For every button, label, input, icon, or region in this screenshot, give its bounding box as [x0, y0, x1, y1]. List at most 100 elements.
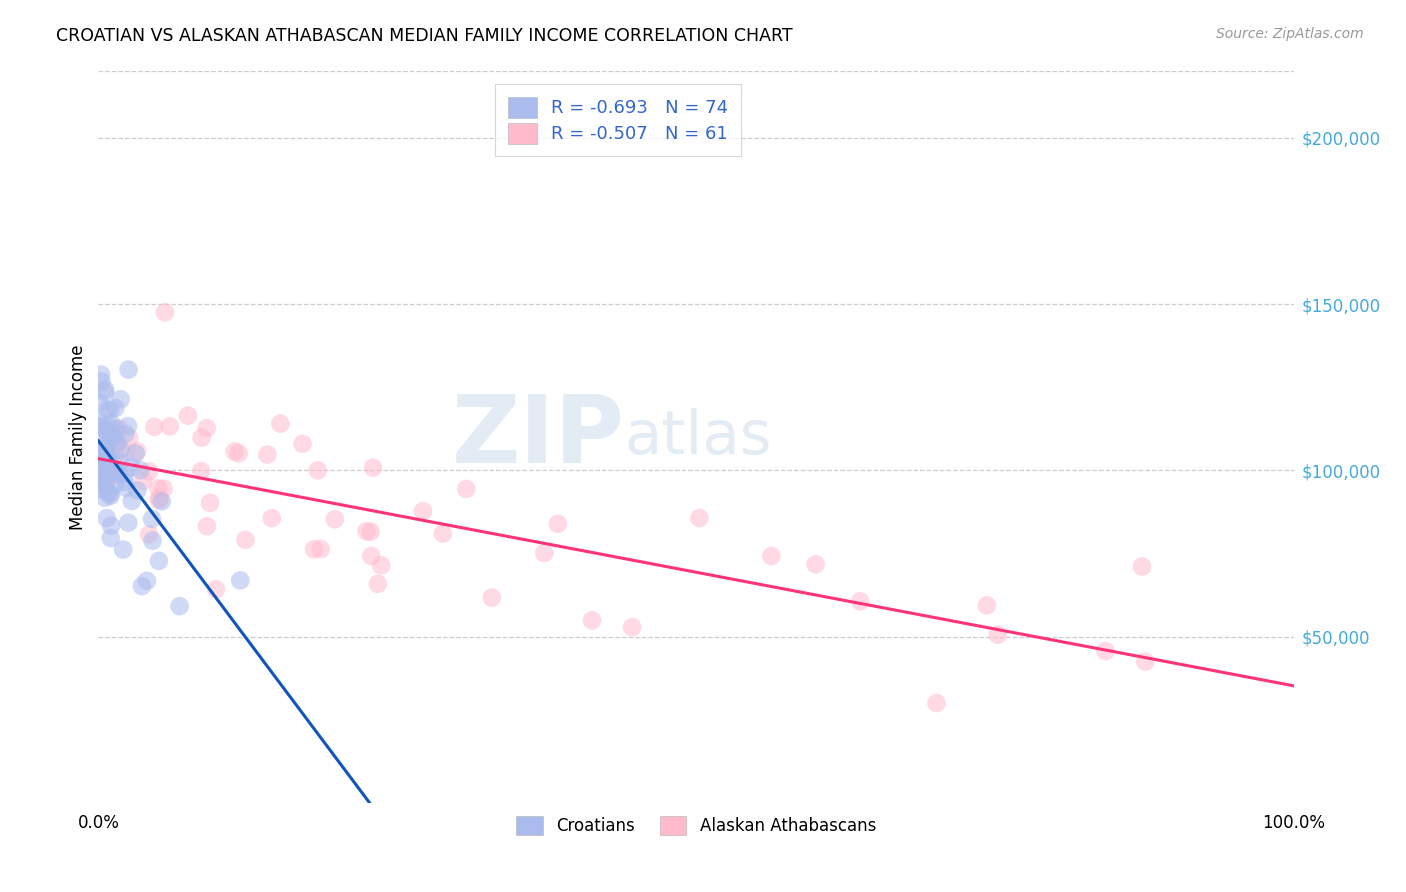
Point — [138, 527, 160, 541]
Point — [198, 496, 221, 510]
Point — [307, 463, 329, 477]
Point — [190, 464, 212, 478]
Point — [367, 577, 389, 591]
Point — [97, 420, 120, 434]
Point — [101, 455, 124, 469]
Point — [96, 511, 118, 525]
Point — [269, 417, 291, 431]
Point — [100, 487, 122, 501]
Point — [89, 475, 111, 490]
Point — [90, 368, 112, 382]
Point — [228, 446, 250, 460]
Point — [177, 409, 200, 423]
Text: atlas: atlas — [624, 408, 772, 467]
Point — [117, 516, 139, 530]
Point — [97, 449, 120, 463]
Point — [229, 574, 252, 588]
Point — [96, 439, 118, 453]
Y-axis label: Median Family Income: Median Family Income — [69, 344, 87, 530]
Point — [159, 419, 181, 434]
Point — [103, 431, 125, 445]
Point — [118, 431, 141, 445]
Point — [581, 614, 603, 628]
Point — [115, 481, 138, 495]
Point — [370, 558, 392, 573]
Point — [94, 467, 117, 481]
Point — [107, 435, 129, 450]
Point — [94, 383, 117, 397]
Point — [1130, 559, 1153, 574]
Point — [94, 491, 117, 505]
Point — [141, 512, 163, 526]
Point — [432, 526, 454, 541]
Point — [148, 554, 170, 568]
Point — [138, 464, 160, 478]
Point — [129, 463, 152, 477]
Point — [987, 628, 1010, 642]
Point — [224, 444, 246, 458]
Point — [148, 491, 170, 505]
Point — [547, 516, 569, 531]
Point — [100, 531, 122, 545]
Point — [114, 426, 136, 441]
Point — [90, 483, 112, 497]
Point — [1135, 655, 1157, 669]
Point — [104, 477, 127, 491]
Point — [89, 447, 111, 461]
Point — [412, 504, 434, 518]
Point — [143, 420, 166, 434]
Point — [104, 422, 127, 436]
Point — [360, 549, 382, 563]
Point — [150, 494, 173, 508]
Point — [100, 417, 122, 431]
Point — [98, 489, 121, 503]
Point — [89, 419, 111, 434]
Point — [195, 421, 218, 435]
Point — [256, 448, 278, 462]
Point — [131, 579, 153, 593]
Point — [205, 582, 228, 597]
Point — [976, 599, 998, 613]
Point — [93, 475, 115, 489]
Point — [89, 467, 111, 481]
Text: ZIP: ZIP — [451, 391, 624, 483]
Point — [291, 437, 314, 451]
Point — [260, 511, 283, 525]
Point — [153, 305, 176, 319]
Point — [110, 455, 132, 469]
Point — [90, 461, 112, 475]
Point — [96, 436, 118, 450]
Point — [89, 396, 111, 410]
Point — [112, 542, 135, 557]
Point — [148, 493, 170, 508]
Point — [141, 533, 163, 548]
Text: Source: ZipAtlas.com: Source: ZipAtlas.com — [1216, 27, 1364, 41]
Point — [93, 449, 115, 463]
Point — [195, 519, 218, 533]
Point — [96, 451, 118, 466]
Point — [621, 620, 644, 634]
Point — [481, 591, 503, 605]
Point — [361, 460, 384, 475]
Point — [132, 474, 155, 488]
Point — [925, 696, 948, 710]
Point — [152, 482, 174, 496]
Point — [117, 362, 139, 376]
Point — [90, 475, 112, 489]
Text: CROATIAN VS ALASKAN ATHABASCAN MEDIAN FAMILY INCOME CORRELATION CHART: CROATIAN VS ALASKAN ATHABASCAN MEDIAN FA… — [56, 27, 793, 45]
Point — [107, 467, 129, 481]
Point — [190, 431, 212, 445]
Point — [100, 429, 122, 443]
Point — [91, 436, 114, 450]
Point — [94, 476, 117, 491]
Point — [97, 485, 120, 500]
Point — [110, 442, 132, 457]
Point — [323, 512, 346, 526]
Point — [688, 511, 710, 525]
Point — [107, 421, 129, 435]
Point — [91, 447, 114, 461]
Point — [98, 403, 121, 417]
Point — [124, 446, 146, 460]
Point — [97, 452, 120, 467]
Point — [849, 594, 872, 608]
